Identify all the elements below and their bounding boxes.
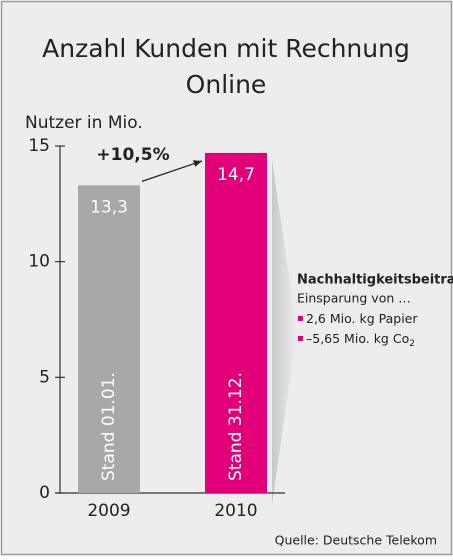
bar	[78, 185, 140, 493]
bar-label: Stand 01.01.	[99, 372, 119, 481]
y-tick-label: 15	[28, 136, 50, 156]
bar	[205, 152, 267, 493]
bullet	[298, 336, 303, 341]
growth-arrow	[141, 160, 203, 182]
y-axis-label: Nutzer in Mio.	[25, 113, 143, 133]
chart-title: Anzahl Kunden mit Rechnung	[42, 34, 410, 63]
growth-label: +10,5%	[96, 145, 169, 165]
note-intro: Einsparung von …	[297, 291, 411, 306]
note-text: –5,65 Mio. kg Co	[306, 331, 409, 346]
bullet	[298, 316, 303, 321]
pointer-shape	[272, 160, 297, 505]
note-bullet: –5,65 Mio. kg Co2	[306, 331, 415, 349]
x-tick-label: 2010	[214, 501, 257, 521]
note-heading: Nachhaltigkeitsbeitrag	[297, 273, 453, 288]
note-text: 2,6 Mio. kg Papier	[306, 311, 418, 326]
y-tick-label: 10	[28, 252, 50, 272]
note-bullet: 2,6 Mio. kg Papier	[306, 311, 418, 326]
source: Quelle: Deutsche Telekom	[275, 533, 437, 548]
value-label: 14,7	[217, 165, 255, 185]
value-label: 13,3	[90, 197, 128, 217]
y-tick-label: 5	[39, 367, 50, 387]
bar-label: Stand 31.12.	[226, 372, 246, 481]
y-tick-label: 0	[39, 483, 50, 503]
note-sub: 2	[409, 339, 415, 349]
chart-title: Online	[186, 70, 267, 99]
arrow-head	[193, 160, 202, 167]
x-tick-label: 2009	[87, 501, 130, 521]
